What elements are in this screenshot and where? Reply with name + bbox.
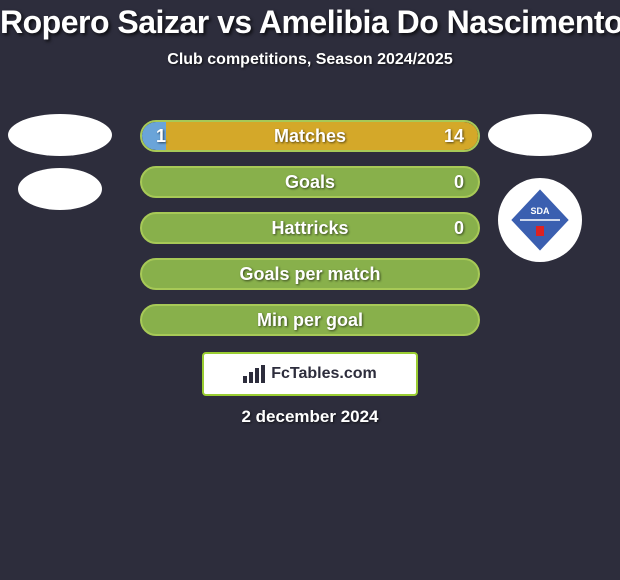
player-right-avatar [488,114,592,156]
stat-track: Min per goal [140,304,480,336]
stat-row: Goals0 [140,166,480,198]
stat-label: Matches [142,122,478,150]
brand-label: FcTables.com [271,365,377,383]
stat-row: Matches1 14 [140,120,480,152]
player-left-club-badge [18,168,102,210]
page-subtitle: Club competitions, Season 2024/2025 [0,51,620,69]
stat-track: Matches1 14 [140,120,480,152]
stat-value-left: 1 [156,122,166,150]
stat-track: Goals0 [140,166,480,198]
shield-icon: SDA [506,186,574,254]
page-title: Ropero Saizar vs Amelibia Do Nascimento [0,4,620,41]
stat-track: Hattricks0 [140,212,480,244]
stat-value-right: 0 [454,168,464,196]
stat-row: Goals per match [140,258,480,290]
brand-box[interactable]: FcTables.com [202,352,418,396]
stat-label: Hattricks [142,214,478,242]
date-label: 2 december 2024 [0,407,620,427]
stat-value-right: 14 [444,122,464,150]
stat-row: Min per goal [140,304,480,336]
svg-text:SDA: SDA [530,206,550,216]
stats-rows: Matches114Goals0Hattricks0Goals per matc… [140,120,480,350]
stat-label: Goals [142,168,478,196]
stat-label: Min per goal [142,306,478,334]
stat-value-right: 0 [454,214,464,242]
bar-chart-icon [243,365,265,383]
player-left-avatar [8,114,112,156]
stat-row: Hattricks0 [140,212,480,244]
player-right-club-badge: SDA [498,178,582,262]
stat-track: Goals per match [140,258,480,290]
stat-label: Goals per match [142,260,478,288]
comparison-card: Ropero Saizar vs Amelibia Do Nascimento … [0,0,620,580]
